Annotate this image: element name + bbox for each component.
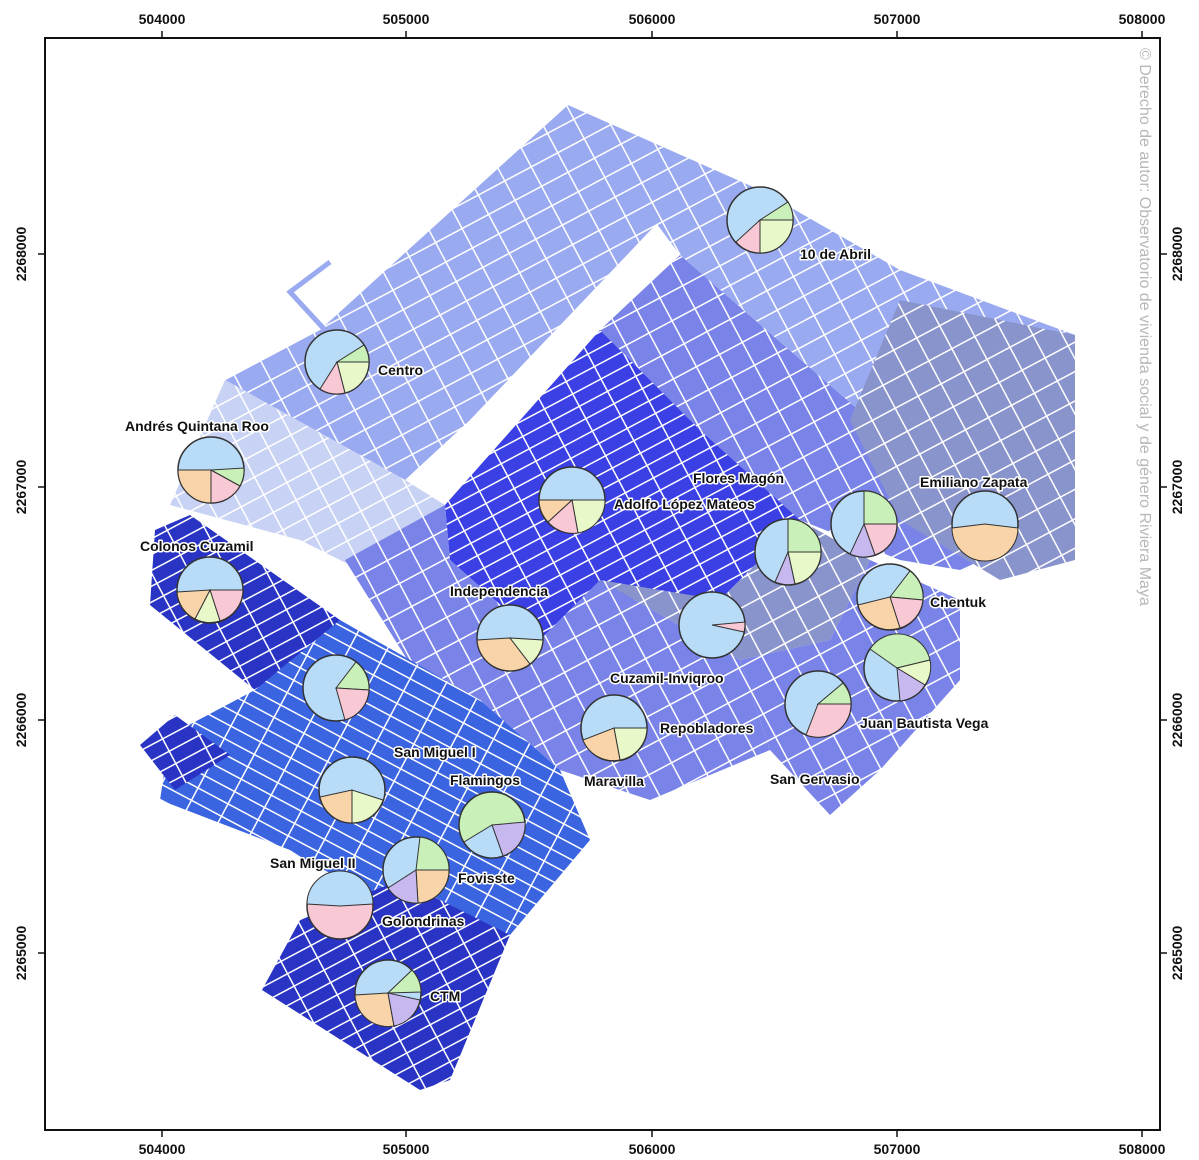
pie-slice [774, 550, 796, 586]
pie-slice [306, 870, 374, 907]
pie-slice [951, 523, 1019, 562]
y-tick-label-right: 2267000 [1169, 460, 1185, 515]
x-tick-label-top: 506000 [629, 11, 676, 27]
pie-slice [613, 727, 648, 761]
pie-slice [415, 869, 450, 904]
x-tick-label-bottom: 507000 [874, 1141, 921, 1157]
x-tick-label-top: 505000 [383, 11, 430, 27]
y-tick-label-left: 2266000 [13, 693, 29, 748]
neighborhood-label: Adolfo López Mateos [614, 496, 755, 512]
pier-road [286, 260, 332, 332]
pie-slice [335, 687, 370, 721]
neighborhood-label: Golondrinas [382, 913, 465, 929]
neighborhood-label: Centro [378, 362, 423, 378]
pie-slice [758, 201, 794, 221]
pie-slice [351, 789, 384, 824]
pie-slice [335, 344, 370, 363]
pie-slice [735, 218, 761, 254]
neighborhood-label: Repobladores [660, 720, 754, 736]
pie-slice [787, 518, 822, 553]
neighborhood-label: Colonos Cuzamil [140, 538, 254, 554]
neighborhood-label: Flamingos [450, 772, 520, 788]
neighborhood-label: CTM [430, 988, 460, 1004]
x-tick-label-top: 504000 [139, 11, 186, 27]
pie-slice [805, 703, 852, 738]
y-tick-label-left: 2268000 [13, 227, 29, 282]
neighborhood-label: Flores Magón [693, 470, 784, 486]
pie-slice [386, 969, 422, 994]
pie-slice [711, 621, 746, 633]
neighborhood-label: Independencia [450, 583, 548, 599]
y-tick-label-right: 2268000 [1169, 227, 1185, 282]
x-tick-label-bottom: 508000 [1119, 1141, 1166, 1157]
zone-east-gray [850, 300, 1075, 580]
neighborhood-label: Andrés Quintana Roo [125, 418, 269, 434]
neighborhood-labels: 10 de Abril Centro Andrés Quintana Roo F… [124, 245, 1030, 1006]
pie-slice [582, 727, 621, 762]
neighborhood-label: San Gervasio [770, 771, 860, 787]
pie-slice [476, 637, 531, 672]
pie-charts [176, 186, 1019, 1028]
pie-slice [319, 360, 346, 395]
pie-slice [177, 469, 212, 504]
x-tick-label-bottom: 504000 [139, 1141, 186, 1157]
neighborhood-label: Juan Bautista Vega [860, 715, 989, 731]
neighborhood-label: Cuzamil-Inviqroo [610, 670, 724, 686]
pie-slice [816, 682, 852, 705]
neighborhood-label: Fovisste [458, 870, 515, 886]
y-tick-label-left: 2265000 [13, 926, 29, 981]
x-tick-label-bottom: 506000 [629, 1141, 676, 1157]
neighborhood-label: Maravilla [584, 773, 644, 789]
pie-slice [463, 824, 504, 859]
pie-slice [857, 596, 901, 631]
pie-slice [849, 522, 876, 558]
y-tick-label-right: 2266000 [1169, 693, 1185, 748]
ticks [38, 31, 1167, 1137]
pie-slice [209, 589, 244, 622]
zone-south-central [480, 580, 770, 800]
pie-slice [387, 869, 419, 904]
pie-slice [354, 992, 395, 1028]
pie-slice [571, 499, 606, 534]
pie-slice [896, 667, 926, 702]
neighborhood-label: San Miguel II [270, 855, 356, 871]
neighborhood-label: 10 de Abril [800, 246, 871, 262]
pie-slice [319, 789, 353, 824]
zone-center-bright [445, 330, 800, 640]
x-tick-label-top: 507000 [874, 11, 921, 27]
neighborhood-label: Chentuk [930, 594, 986, 610]
pie-slice [863, 490, 898, 525]
x-tick-label-bottom: 505000 [383, 1141, 430, 1157]
pie-slice [387, 992, 421, 1027]
y-tick-label-left: 2267000 [13, 460, 29, 515]
pie-slice [209, 467, 245, 487]
zone-west-pale [170, 380, 445, 590]
pie-slice [176, 589, 211, 620]
pie-slice [869, 633, 931, 669]
x-tick-label-top: 508000 [1119, 11, 1166, 27]
pie-slice [787, 551, 822, 585]
pie-slice [889, 596, 924, 629]
pie-slice [538, 499, 574, 523]
copyright-watermark: © Derecho de autor: Observatorio de vivi… [1136, 48, 1153, 606]
neighborhood-label: San Miguel I [394, 744, 476, 760]
pie-slice [508, 637, 544, 665]
pie-slice [759, 219, 794, 254]
neighborhood-label: Emiliano Zapata [920, 474, 1028, 490]
pie-slice [415, 836, 450, 871]
pie-slice [336, 361, 370, 394]
zone-southwest-strips [140, 715, 230, 790]
y-tick-label-right: 2265000 [1169, 926, 1185, 981]
